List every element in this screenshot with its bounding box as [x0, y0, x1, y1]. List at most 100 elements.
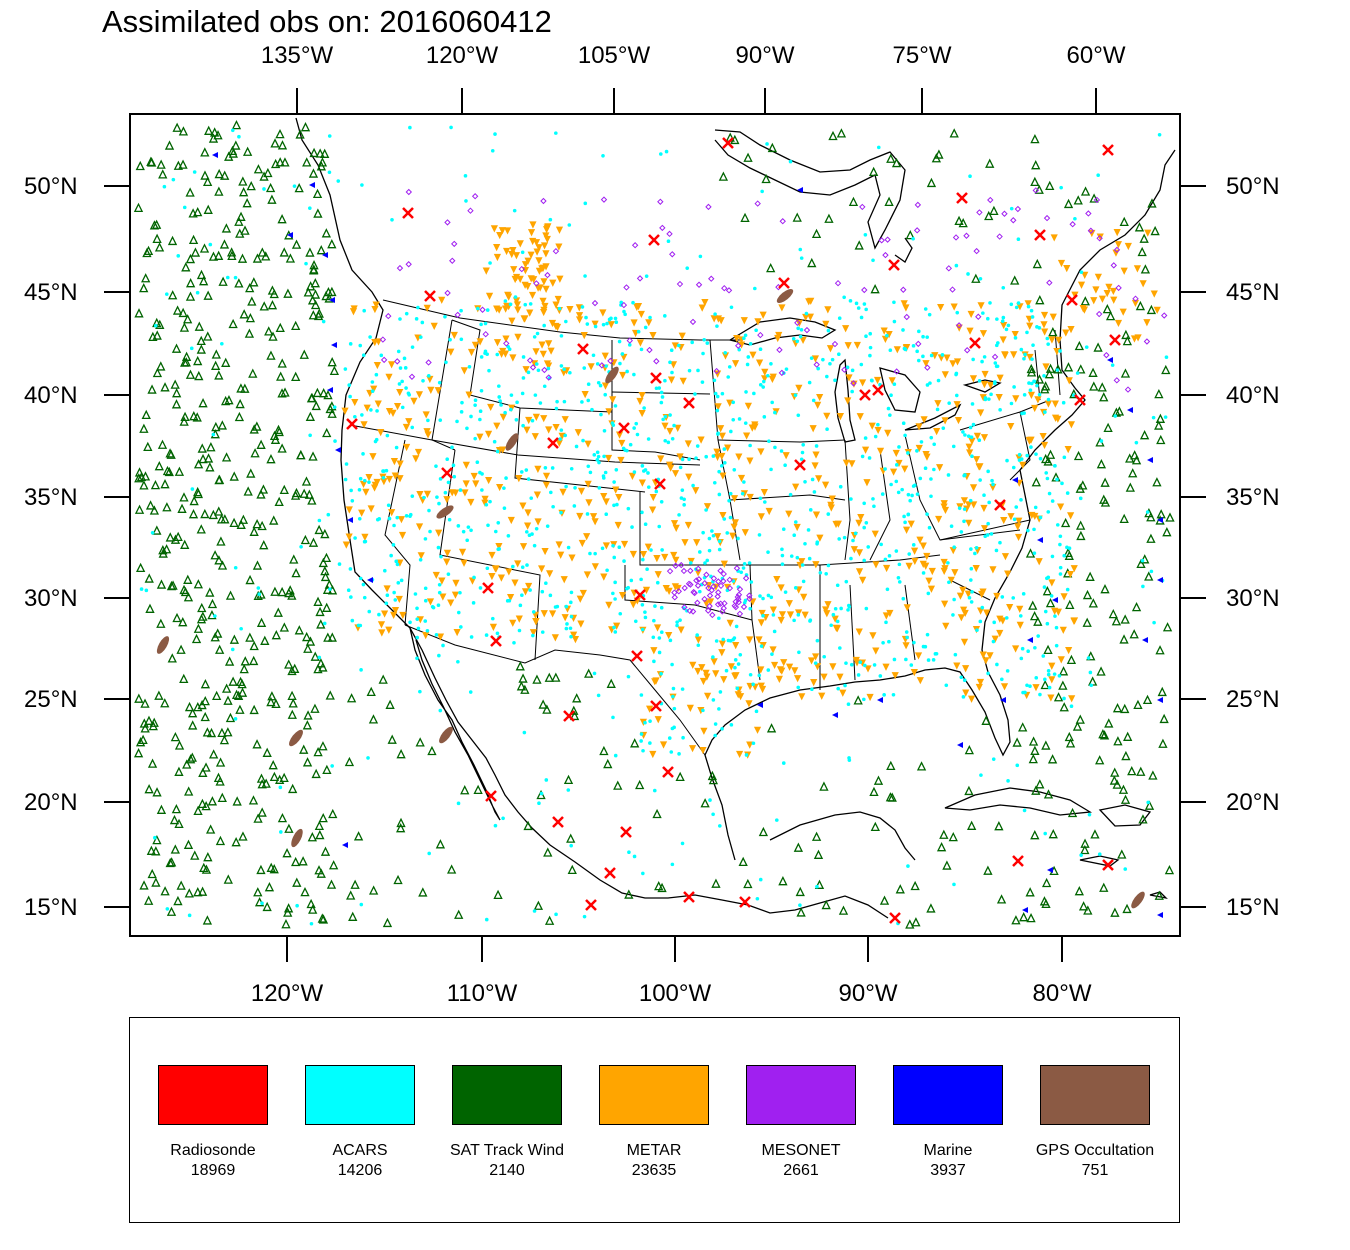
acars-marker — [781, 527, 786, 532]
metar-marker — [443, 549, 451, 557]
acars-marker — [600, 546, 605, 551]
sat-wind-marker — [200, 711, 210, 722]
metar-marker — [823, 412, 831, 420]
metar-marker — [981, 370, 989, 379]
sat-wind-marker — [879, 895, 890, 905]
acars-marker — [508, 302, 513, 307]
acars-marker — [643, 325, 648, 330]
sat-wind-marker — [309, 264, 319, 274]
sat-wind-marker — [247, 296, 257, 306]
acars-marker — [568, 370, 572, 375]
sat-wind-marker — [213, 130, 223, 140]
acars-marker — [1017, 458, 1022, 462]
acars-marker — [1079, 270, 1084, 274]
acars-marker — [361, 353, 366, 357]
acars-marker — [529, 496, 534, 500]
top-lon-label: 75°W — [892, 42, 952, 69]
acars-marker — [278, 785, 283, 790]
sat-wind-marker — [144, 784, 154, 794]
acars-marker — [496, 520, 501, 525]
acars-marker — [536, 368, 541, 373]
metar-marker — [759, 311, 767, 319]
metar-marker — [377, 429, 385, 437]
acars-marker — [393, 598, 398, 602]
acars-marker — [444, 360, 448, 365]
metar-marker — [834, 520, 842, 528]
mesonet-marker — [598, 362, 606, 369]
sat-wind-marker — [324, 579, 335, 589]
sat-wind-marker — [270, 138, 280, 148]
sat-wind-marker — [269, 864, 279, 874]
sat-wind-marker — [767, 142, 777, 153]
marine-marker — [331, 342, 337, 348]
metar-marker — [430, 322, 438, 330]
marine-marker — [1000, 697, 1006, 703]
acars-marker — [1050, 554, 1055, 559]
acars-marker — [995, 364, 1000, 369]
acars-marker — [1016, 301, 1021, 305]
mesonet-marker — [720, 577, 727, 585]
acars-marker — [423, 598, 428, 603]
metar-marker — [451, 591, 460, 599]
acars-marker — [611, 543, 615, 548]
metar-marker — [540, 415, 548, 423]
metar-marker — [651, 678, 659, 686]
acars-marker — [347, 383, 352, 387]
metar-marker — [613, 622, 621, 630]
marine-marker — [347, 517, 353, 523]
acars-marker — [989, 392, 993, 397]
mesonet-marker — [703, 571, 710, 578]
metar-marker — [968, 437, 976, 445]
radiosonde-marker — [650, 700, 662, 712]
acars-marker — [1021, 592, 1026, 596]
acars-marker — [826, 563, 831, 568]
acars-marker — [623, 312, 627, 317]
acars-marker — [370, 389, 375, 393]
sat-wind-marker — [1128, 468, 1138, 478]
acars-marker — [480, 488, 484, 492]
metar-marker — [1040, 311, 1049, 320]
acars-marker — [829, 623, 833, 628]
sat-wind-marker — [275, 128, 285, 139]
sat-wind-marker — [269, 771, 280, 781]
sat-wind-marker — [296, 449, 306, 460]
sat-wind-marker — [284, 659, 294, 669]
sat-wind-marker — [134, 467, 145, 477]
map-frame — [129, 113, 1181, 937]
metar-marker — [495, 306, 503, 314]
acars-marker — [839, 606, 843, 611]
metar-marker — [555, 243, 563, 251]
metar-marker — [496, 231, 504, 240]
mesonet-marker — [1001, 210, 1008, 217]
acars-marker — [905, 635, 909, 640]
mesonet-marker — [734, 593, 741, 601]
sat-wind-marker — [1074, 340, 1085, 351]
acars-marker — [682, 497, 686, 502]
acars-marker — [1079, 853, 1083, 857]
sat-wind-marker — [624, 889, 634, 899]
sat-wind-marker — [1029, 610, 1040, 621]
metar-marker — [746, 741, 754, 749]
sat-wind-marker — [165, 532, 175, 542]
acars-marker — [729, 429, 733, 434]
acars-marker — [694, 456, 698, 460]
sat-wind-marker — [1086, 651, 1096, 661]
metar-marker — [934, 400, 942, 408]
sat-wind-marker — [249, 424, 259, 434]
metar-marker — [1001, 553, 1010, 561]
metar-marker — [902, 526, 911, 534]
acars-marker — [1043, 410, 1047, 414]
sat-wind-marker — [283, 288, 293, 298]
metar-marker — [688, 745, 697, 753]
acars-marker — [1043, 831, 1048, 836]
sat-wind-marker — [205, 824, 216, 834]
acars-marker — [396, 581, 401, 585]
sat-wind-marker — [1031, 160, 1041, 170]
sat-wind-marker — [257, 807, 267, 817]
metar-marker — [555, 226, 564, 234]
acars-marker — [428, 529, 432, 534]
sat-wind-marker — [1059, 702, 1069, 712]
acars-marker — [1013, 336, 1018, 340]
sat-wind-marker — [270, 158, 281, 169]
metar-marker — [659, 741, 668, 749]
